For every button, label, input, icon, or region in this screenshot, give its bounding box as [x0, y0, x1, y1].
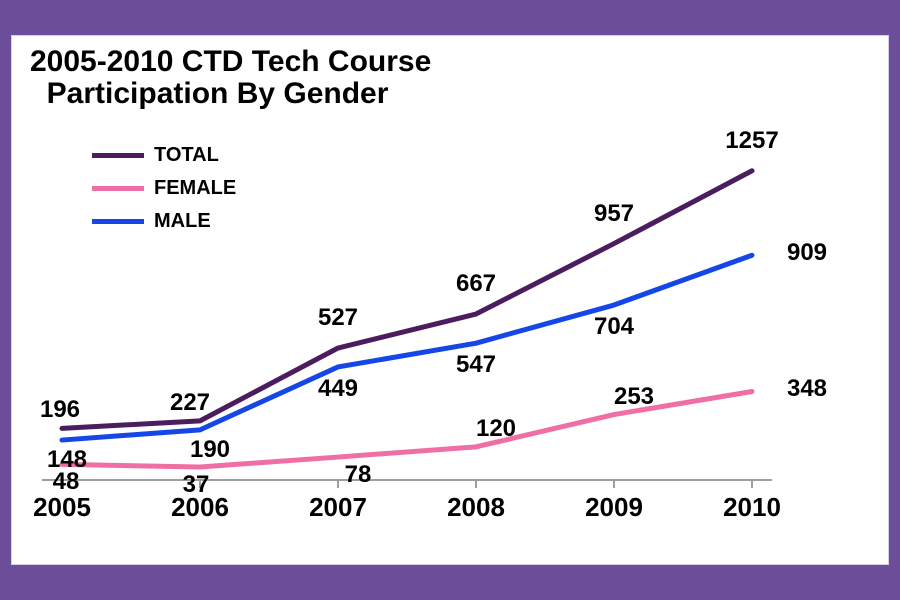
data-label: 120	[476, 415, 516, 443]
data-label: 78	[345, 461, 372, 489]
data-label: 527	[318, 304, 358, 332]
data-label: 1257	[725, 127, 778, 155]
x-tick-label: 2005	[33, 492, 91, 523]
data-label: 148	[47, 446, 87, 474]
outer-frame: 2005-2010 CTD Tech Course Participation …	[0, 0, 900, 600]
data-label: 196	[40, 396, 80, 424]
data-label: 253	[614, 383, 654, 411]
x-tick-label: 2010	[723, 492, 781, 523]
x-tick-label: 2008	[447, 492, 505, 523]
data-label: 348	[787, 375, 827, 403]
data-label: 909	[787, 239, 827, 267]
x-tick-label: 2009	[585, 492, 643, 523]
chart-panel: 2005-2010 CTD Tech Course Participation …	[11, 35, 889, 565]
data-label: 667	[456, 270, 496, 298]
chart-plot	[12, 36, 888, 564]
data-label: 227	[170, 389, 210, 417]
data-label: 547	[456, 351, 496, 379]
data-label: 37	[183, 471, 210, 499]
data-label: 957	[594, 200, 634, 228]
data-label: 449	[318, 375, 358, 403]
data-label: 704	[594, 313, 634, 341]
series-line	[62, 255, 752, 440]
data-label: 190	[190, 436, 230, 464]
x-tick-label: 2007	[309, 492, 367, 523]
